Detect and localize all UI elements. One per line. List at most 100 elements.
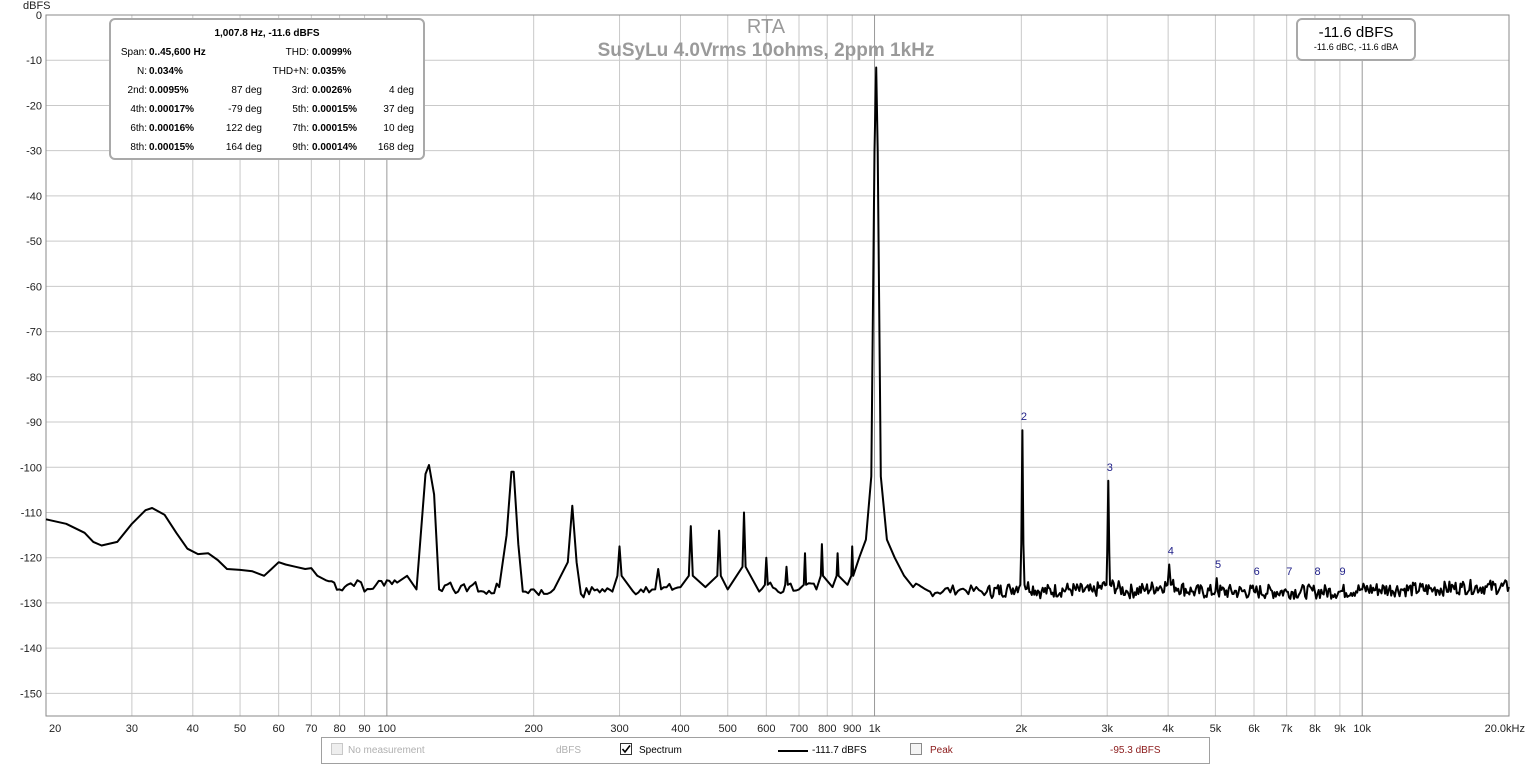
- x-tick-label: 9k: [1334, 723, 1346, 735]
- stats-header: 1,007.8 Hz, -11.6 dBFS: [214, 28, 320, 39]
- chart-subtitle: SuSyLu 4.0Vrms 10ohms, 2ppm 1kHz: [598, 40, 935, 61]
- harmonic-markers: 2 3 4 5 6 7 8 9: [1021, 411, 1346, 578]
- x-tick-label: 60: [273, 723, 285, 735]
- x-tick-label: 100: [378, 723, 396, 735]
- harmonic-phase: 122 deg: [225, 123, 262, 134]
- y-tick-label: -110: [21, 507, 42, 519]
- harmonic-value: 0.00015%: [312, 104, 358, 115]
- x-tick-label: 90: [358, 723, 370, 735]
- y-tick-label: -130: [20, 598, 42, 610]
- harmonic-value: 0.00014%: [312, 142, 358, 153]
- x-tick-label: 900: [843, 723, 861, 735]
- span-label: Span:: [120, 47, 147, 58]
- x-tick-label: 3k: [1101, 723, 1113, 735]
- spectrum-checkbox[interactable]: [620, 743, 632, 755]
- x-tick-label: 7k: [1281, 723, 1293, 735]
- harmonic-phase: -79 deg: [228, 104, 262, 115]
- harmonic-marker-label: 4: [1168, 545, 1174, 557]
- x-tick-label: 800: [818, 723, 836, 735]
- level-weighted-values: -11.6 dBC, -11.6 dBA: [1313, 42, 1399, 52]
- x-tick-label: 700: [790, 723, 808, 735]
- y-tick-label: -50: [26, 236, 42, 248]
- x-tick-label: 80: [333, 723, 345, 735]
- spectrum-line-swatch: [778, 750, 808, 752]
- x-tick-label: 300: [610, 723, 628, 735]
- harmonic-phase: 168 deg: [377, 142, 414, 153]
- x-tick-label: 600: [757, 723, 775, 735]
- y-tick-label: -20: [26, 100, 42, 112]
- x-tick-label: 200: [524, 723, 542, 735]
- harmonic-marker-label: 8: [1315, 566, 1321, 578]
- y-tick-label: -150: [20, 688, 42, 700]
- harmonic-phase: 4 deg: [388, 85, 414, 96]
- x-tick-label: 4k: [1162, 723, 1174, 735]
- x-tick-label: 30: [126, 723, 138, 735]
- harmonic-label: 3rd:: [291, 85, 309, 96]
- harmonic-marker-label: 5: [1215, 559, 1221, 571]
- y-axis-ticks: 0 -10 -20 -30 -40 -50 -60 -70 -80 -90 -100 -110 -120…: [20, 10, 42, 700]
- harmonic-marker-label: 2: [1021, 411, 1027, 423]
- harmonic-phase: 87 deg: [231, 85, 262, 96]
- y-tick-label: -80: [26, 372, 42, 384]
- thdn-value: 0.035%: [312, 66, 346, 77]
- x-tick-label: 6k: [1248, 723, 1260, 735]
- y-tick-label: -90: [26, 417, 42, 429]
- x-tick-label: 20.0kHz: [1485, 723, 1525, 735]
- harmonic-value: 0.0095%: [149, 85, 189, 96]
- y-tick-label: -70: [26, 327, 42, 339]
- harmonic-label: 8th:: [130, 142, 147, 153]
- span-value: 0..45,600 Hz: [149, 47, 206, 58]
- harmonic-marker-label: 9: [1339, 566, 1345, 578]
- harmonic-phase: 164 deg: [225, 142, 262, 153]
- harmonic-label: 7th:: [292, 123, 309, 134]
- y-tick-label: -60: [26, 281, 42, 293]
- peak-value: -95.3 dBFS: [1110, 745, 1161, 756]
- harmonic-marker-label: 6: [1254, 566, 1260, 578]
- y-tick-label: 0: [36, 10, 42, 22]
- no-measurement-unit: dBFS: [556, 745, 582, 756]
- noise-value: 0.034%: [149, 66, 183, 77]
- peak-label: Peak: [930, 745, 953, 756]
- peak-checkbox[interactable]: [910, 743, 922, 755]
- x-tick-label: 2k: [1016, 723, 1028, 735]
- harmonic-phase: 10 deg: [383, 123, 414, 134]
- harmonic-value: 0.00016%: [149, 123, 195, 134]
- noise-label: N:: [137, 66, 147, 77]
- y-tick-label: -120: [20, 553, 42, 565]
- x-tick-label: 500: [719, 723, 737, 735]
- harmonic-label: 2nd:: [127, 85, 147, 96]
- thd-label: THD:: [285, 47, 309, 58]
- y-tick-label: -40: [26, 191, 42, 203]
- x-tick-label: 20: [49, 723, 61, 735]
- harmonic-marker-label: 7: [1286, 566, 1292, 578]
- harmonic-phase: 37 deg: [383, 104, 414, 115]
- x-axis-ticks: 20 30 40 50 60 70 80 90 100 200 300 400 500 600 700 800…: [49, 723, 1525, 735]
- spectrum-value: -111.7 dBFS: [812, 745, 867, 756]
- harmonic-value: 0.00015%: [149, 142, 195, 153]
- y-axis-label: dBFS: [23, 0, 51, 12]
- harmonic-marker-label: 3: [1107, 462, 1113, 474]
- y-tick-label: -30: [26, 146, 42, 158]
- spectrum-label: Spectrum: [639, 745, 682, 756]
- plot-frame: [45, 14, 1510, 717]
- legend-bar: No measurement dBFS Spectrum -111.7 dBFS…: [321, 737, 1210, 764]
- x-tick-label: 50: [234, 723, 246, 735]
- level-main-value: -11.6 dBFS: [1318, 24, 1394, 41]
- chart-title: RTA: [747, 16, 786, 38]
- x-tick-label: 70: [305, 723, 317, 735]
- harmonic-label: 9th:: [292, 142, 309, 153]
- x-tick-label: 8k: [1309, 723, 1321, 735]
- x-tick-label: 400: [671, 723, 689, 735]
- x-tick-label: 10k: [1353, 723, 1371, 735]
- harmonic-label: 6th:: [130, 123, 147, 134]
- harmonic-value: 0.0026%: [312, 85, 352, 96]
- level-readout: -11.6 dBFS -11.6 dBC, -11.6 dBA: [1296, 18, 1416, 61]
- thdn-label: THD+N:: [272, 66, 309, 77]
- no-measurement-checkbox[interactable]: [331, 743, 343, 755]
- no-measurement-label: No measurement: [348, 745, 425, 756]
- harmonic-label: 4th:: [130, 104, 147, 115]
- checkmark-icon: [621, 745, 631, 754]
- harmonic-value: 0.00015%: [312, 123, 358, 134]
- distortion-stats-panel[interactable]: 1,007.8 Hz, -11.6 dBFS Span: 0..45,600 H…: [109, 18, 425, 160]
- harmonic-label: 5th:: [292, 104, 309, 115]
